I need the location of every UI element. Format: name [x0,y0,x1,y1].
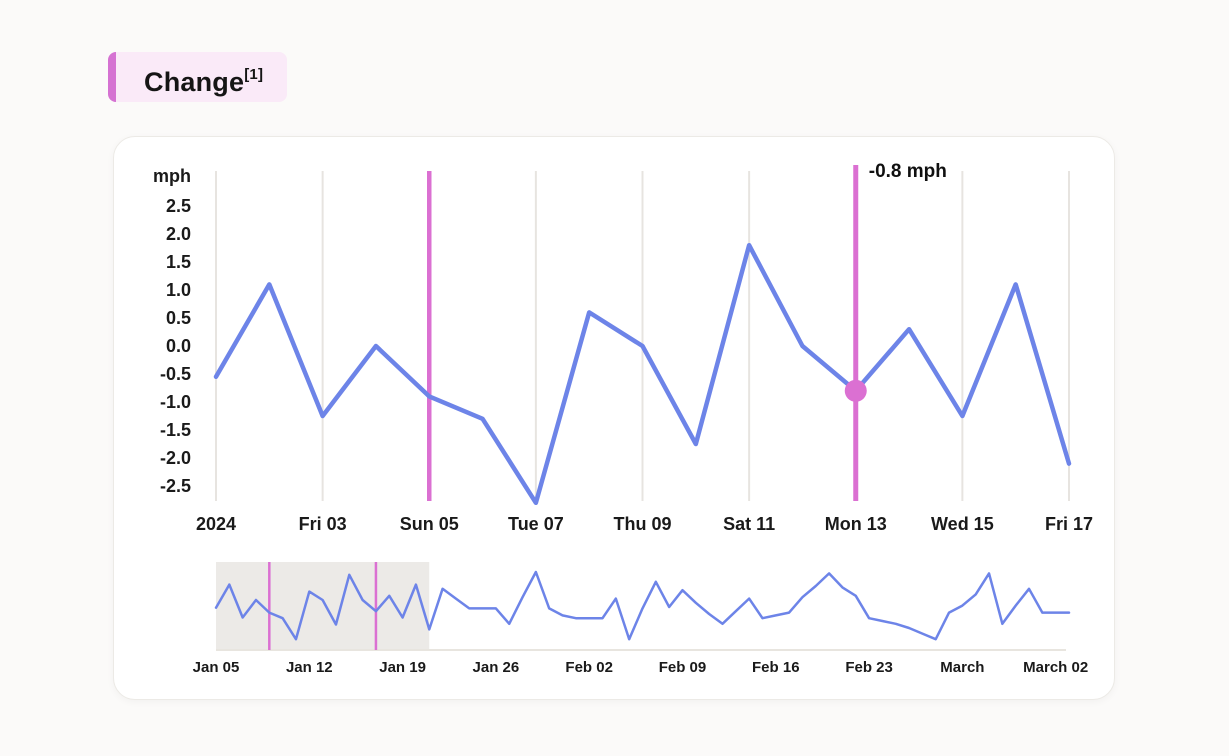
x-tick-label: 2024 [196,514,236,534]
x-tick-label: Fri 17 [1045,514,1093,534]
x-tick-label: Fri 03 [299,514,347,534]
x-tick-label: Wed 15 [931,514,994,534]
section-title-chip: Change[1] [108,52,288,102]
overview-tick-label: Jan 19 [379,659,426,676]
y-axis-unit-label: mph [153,166,191,186]
y-tick-label: 2.0 [166,224,191,244]
overview-tick-label: March [940,659,984,676]
overview-tick-label: Jan 05 [193,659,240,676]
overview-brush-area[interactable] [216,562,1069,650]
x-tick-label: Sat 11 [723,514,775,534]
y-tick-label: 0.5 [166,308,191,328]
overview-tick-label: Jan 12 [286,659,333,676]
title-accent-bar [108,52,116,102]
chart-card: 2024 Fri 03 Sun 05 Tue 07 Thu 09 Sat 11 Mon 13… [113,136,1115,700]
y-tick-label: 1.0 [166,280,191,300]
y-tick-label: -1.0 [160,392,191,412]
overview-tick-label: March 02 [1023,659,1088,676]
overview-tick-label: Feb 23 [845,659,893,676]
overview-tick-label: Feb 09 [659,659,707,676]
main-series-line [213,242,1072,506]
overview-tick-label: Feb 16 [752,659,800,676]
y-tick-label: 1.5 [166,252,191,272]
y-tick-label: 2.5 [166,196,191,216]
overview-tick-label: Feb 02 [565,659,613,676]
change-chart-canvas: 2024 Fri 03 Sun 05 Tue 07 Thu 09 Sat 11 Mon 13… [153,161,1093,676]
page-title: Change[1] [116,52,287,102]
y-tick-label: -2.0 [160,448,191,468]
y-tick-label: -1.5 [160,420,191,440]
main-plot-hover-area[interactable] [216,171,1069,501]
overview-series-line [214,570,1071,641]
title-superscript: [1] [244,66,264,83]
y-tick-label: -2.5 [160,476,191,496]
title-text: Change [144,67,245,97]
x-tick-label: Sun 05 [400,514,459,534]
x-tick-label: Mon 13 [825,514,887,534]
tooltip-value-label: -0.8 mph [869,161,947,182]
x-tick-label: Thu 09 [613,514,671,534]
x-tick-label: Tue 07 [508,514,564,534]
y-tick-label: 0.0 [166,336,191,356]
highlighted-point[interactable] [844,379,867,402]
overview-tick-label: Jan 26 [473,659,520,676]
y-tick-label: -0.5 [160,364,191,384]
